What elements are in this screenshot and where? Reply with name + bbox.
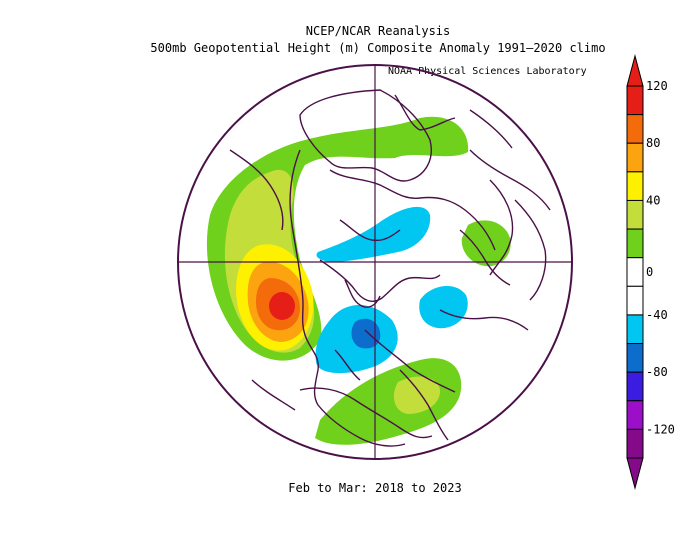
colorbar-bin <box>626 400 644 430</box>
colorbar-bin <box>626 257 644 287</box>
colorbar-tick-label: 80 <box>646 136 660 150</box>
colorbar-bin <box>626 343 644 373</box>
colorbar-bin <box>626 314 644 345</box>
anomaly-positive-europe-20 <box>461 220 511 267</box>
colorbar-max-arrow <box>626 54 644 87</box>
colorbar-bin <box>626 371 644 402</box>
anomaly-negative-arctic-20 <box>316 206 431 262</box>
colorbar-tick-label: -40 <box>646 308 668 322</box>
colorbar-bin <box>626 171 644 201</box>
map-boundary <box>177 64 573 460</box>
period-label: Feb to Mar: 2018 to 2023 <box>288 481 462 495</box>
anomaly-negative-east-20 <box>419 285 468 329</box>
colorbar-min-arrow <box>626 457 644 490</box>
colorbar-bin <box>626 428 644 459</box>
colorbar-tick-label: -120 <box>646 422 675 436</box>
coastlines <box>229 89 551 447</box>
colorbar-bin <box>626 114 644 144</box>
credit-label: NOAA Physical Sciences Laboratory <box>388 66 587 77</box>
colorbar-bin <box>626 85 644 116</box>
colorbar-tick-label: 40 <box>646 193 660 207</box>
colorbar-bin <box>626 285 644 316</box>
anomaly-negative-central-40 <box>351 318 381 349</box>
colorbar: 120 80 40 0 -40 -80 -120 <box>626 54 675 490</box>
colorbar-tick-label: 0 <box>646 265 653 279</box>
colorbar-bin <box>626 199 644 230</box>
colorbar-tick-label: 120 <box>646 79 668 93</box>
colorbar-bin <box>626 142 644 173</box>
chart-title-line-1: NCEP/NCAR Reanalysis <box>305 24 451 38</box>
colorbar-tick-label: -80 <box>646 365 668 379</box>
chart-title-line-2: 500mb Geopotential Height (m) Composite … <box>150 41 606 55</box>
anomaly-positive-pacific-120 <box>269 292 295 320</box>
polar-map <box>178 65 572 459</box>
colorbar-bin <box>626 228 644 259</box>
